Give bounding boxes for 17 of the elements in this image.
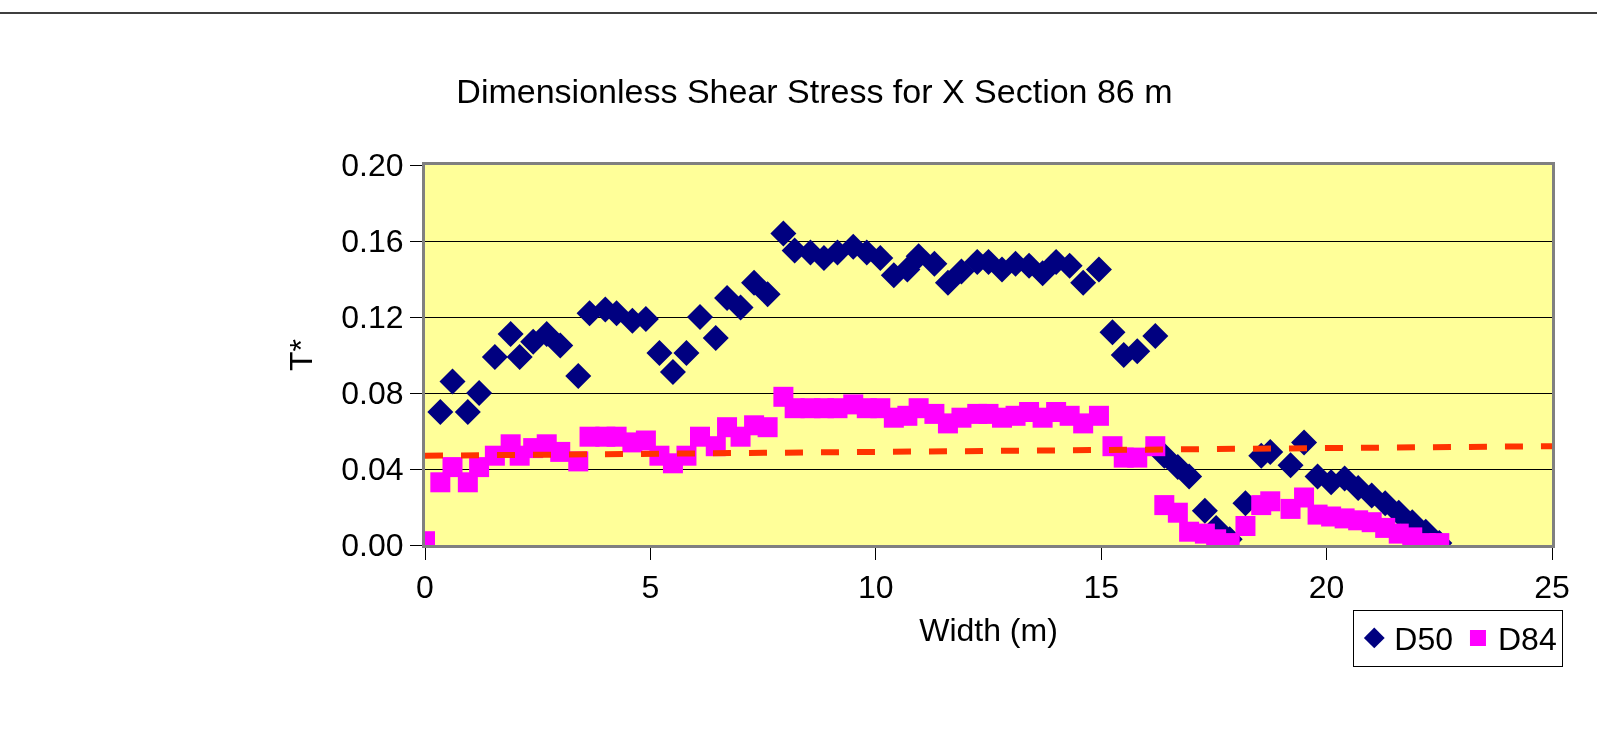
legend-label: D84 bbox=[1497, 621, 1557, 658]
y-tick-label: 0.12 bbox=[341, 299, 404, 336]
x-axis-title: Width (m) bbox=[919, 612, 1058, 649]
y-tick-label: 0.04 bbox=[341, 451, 404, 488]
x-tick-label: 10 bbox=[858, 569, 894, 606]
x-tick-label: 25 bbox=[1534, 569, 1570, 606]
legend-label: D50 bbox=[1394, 621, 1453, 658]
y-tick-label: 0.08 bbox=[341, 375, 404, 412]
chart-title: Dimensionless Shear Stress for X Section 86 m bbox=[456, 71, 1173, 110]
y-tick-label: 0.16 bbox=[341, 223, 404, 260]
x-tick-label: 15 bbox=[1083, 569, 1119, 606]
y-axis-title: T* bbox=[282, 339, 319, 371]
x-tick-label: 0 bbox=[416, 569, 434, 606]
y-tick-label: 0.00 bbox=[341, 527, 404, 564]
y-tick-label: 0.20 bbox=[341, 147, 404, 184]
x-tick-label: 20 bbox=[1308, 569, 1345, 606]
x-tick-label: 5 bbox=[641, 569, 660, 606]
